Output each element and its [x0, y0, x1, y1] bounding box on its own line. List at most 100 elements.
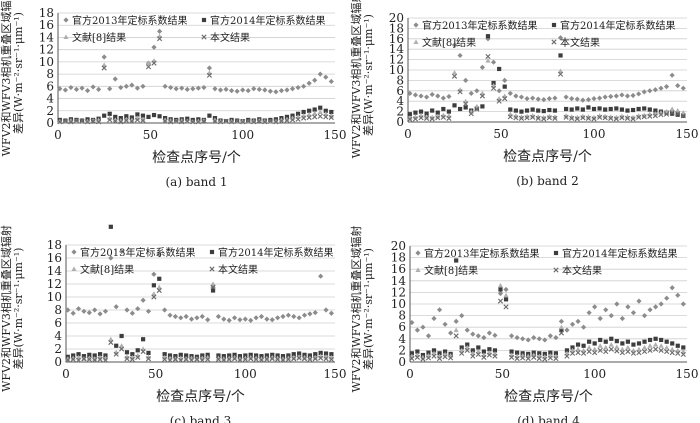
x-tick-label: 0 [62, 367, 70, 381]
data-point [675, 83, 681, 89]
data-point [558, 330, 565, 336]
data-point [253, 355, 259, 361]
data-point [162, 118, 168, 124]
data-point [269, 356, 275, 362]
data-point [183, 356, 189, 361]
x-tick-label: 150 [324, 128, 347, 142]
data-point [624, 115, 631, 121]
data-point [140, 113, 146, 118]
data-point [151, 60, 157, 66]
y-axis-label: WFV2和WFV3相机重叠区域辐射 [349, 0, 363, 158]
data-point [625, 304, 631, 310]
legend-label-official2014: 官方2014年定标系数结果 [218, 246, 333, 259]
data-point [475, 351, 481, 358]
data-point [146, 350, 151, 355]
x-tick-label: 100 [231, 128, 254, 142]
y-tick-label: 2 [46, 104, 54, 118]
data-point [525, 337, 531, 343]
data-point [425, 355, 432, 361]
data-point [658, 112, 664, 118]
data-point [586, 310, 592, 316]
data-point [608, 342, 614, 347]
data-point [248, 352, 253, 357]
data-point [619, 315, 625, 322]
data-point [497, 282, 504, 288]
data-point [76, 352, 81, 357]
data-point [492, 348, 498, 353]
data-point [145, 356, 152, 362]
panel-caption: (d) band 4 [517, 414, 580, 423]
data-point [680, 85, 686, 91]
data-point [652, 113, 658, 119]
y-tick-label: 2 [54, 342, 62, 356]
data-point [603, 307, 609, 313]
panel-caption: (b) band 2 [516, 174, 579, 188]
data-point [97, 352, 103, 357]
legend-label-literature: 文献[8]结果 [80, 263, 134, 276]
data-point [575, 318, 581, 324]
data-point [135, 354, 141, 361]
y-tick-label: 10 [47, 290, 62, 304]
data-point [234, 118, 240, 124]
data-point [542, 337, 548, 343]
data-point [84, 119, 91, 125]
legend-marker-literature [71, 266, 77, 271]
data-point [129, 117, 135, 122]
data-point [317, 71, 323, 77]
data-point [574, 116, 580, 122]
x-tick-label: 50 [148, 367, 163, 381]
data-point [113, 304, 119, 310]
data-point [284, 87, 290, 93]
x-tick-label: 50 [143, 128, 158, 142]
data-point [664, 295, 670, 301]
data-point [681, 345, 686, 350]
data-point [301, 109, 306, 115]
data-point [278, 88, 285, 94]
data-point [636, 341, 642, 346]
data-point [647, 347, 653, 353]
data-point [184, 118, 190, 124]
data-point [284, 117, 290, 124]
data-point [318, 355, 324, 361]
data-point [625, 339, 631, 344]
data-point [119, 346, 125, 352]
data-point [420, 324, 426, 330]
data-point [101, 62, 107, 67]
data-point [464, 327, 470, 333]
data-point [552, 115, 558, 121]
data-point [575, 106, 580, 111]
data-point [97, 356, 103, 362]
data-point [530, 107, 535, 112]
data-point [215, 356, 222, 362]
x-tick-label: 50 [493, 127, 508, 141]
y-tick-label: 2 [396, 105, 404, 119]
data-point [636, 114, 642, 120]
data-point [146, 114, 151, 119]
data-point [647, 107, 652, 112]
data-point [102, 308, 109, 314]
data-point [592, 341, 597, 346]
data-point [453, 318, 459, 324]
data-point [168, 117, 174, 123]
data-point [451, 70, 458, 75]
data-point [162, 352, 167, 357]
data-point [481, 354, 487, 360]
data-point [172, 356, 178, 362]
data-point [546, 96, 552, 102]
data-point [619, 92, 625, 98]
data-point [575, 350, 581, 356]
data-point [536, 108, 541, 113]
data-point [157, 114, 162, 119]
y-tick-label: 18 [389, 21, 404, 35]
data-point [135, 348, 140, 353]
data-point [675, 111, 681, 117]
data-point [603, 344, 609, 350]
data-point [307, 108, 312, 113]
data-point [81, 356, 87, 362]
x-tick-label: 100 [583, 127, 606, 141]
data-point [129, 310, 135, 316]
data-point [479, 93, 485, 99]
data-point [440, 114, 446, 120]
data-point [81, 308, 87, 314]
data-point [680, 110, 686, 115]
